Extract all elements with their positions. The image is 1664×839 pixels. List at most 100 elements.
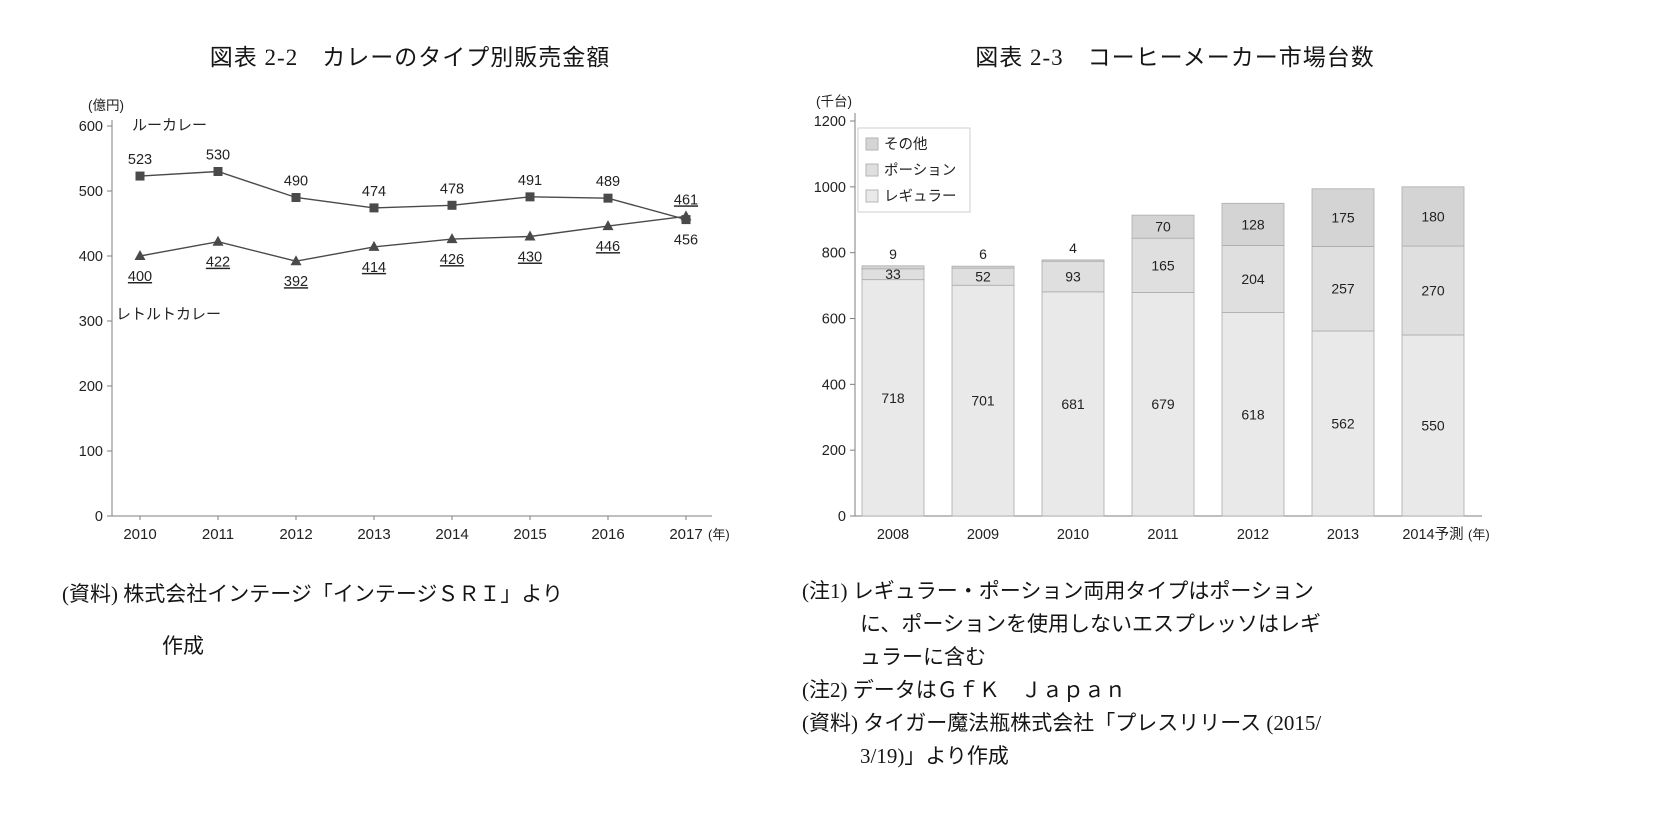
square-marker [603, 193, 613, 203]
left-chart-title: 図表 2-2 カレーのタイプ別販売金額 [209, 45, 611, 70]
y-axis-unit: (千台) [816, 94, 852, 109]
series-name-label: ルーカレー [132, 117, 207, 134]
value-label: 474 [362, 184, 386, 200]
series-line [139, 170, 687, 221]
note-line-1: (注1) レギュラー・ポーション両用タイプはポーション [802, 579, 1314, 603]
note-line-3: ュラーに含む [860, 645, 986, 669]
y-tick-label: 800 [822, 246, 846, 262]
bar-segment [861, 279, 925, 517]
value-label: 523 [128, 152, 152, 168]
value-label: 400 [128, 269, 152, 285]
value-label: 392 [284, 274, 308, 290]
x-tick-label: 2013 [357, 526, 390, 543]
y-tick-label: 300 [79, 314, 103, 330]
value-label: 422 [206, 255, 230, 271]
square-marker [369, 203, 379, 213]
value-label: 446 [596, 239, 620, 255]
legend-swatch [865, 163, 879, 177]
triangle-marker [212, 235, 224, 246]
x-tick-label: 2009 [967, 527, 999, 543]
x-tick-label: 2016 [591, 526, 624, 543]
series-line [139, 215, 687, 262]
y-tick-label: 0 [838, 509, 846, 525]
segment-value-label: 204 [1241, 271, 1265, 287]
bar-segment [1401, 245, 1465, 336]
triangle-marker [134, 250, 146, 260]
y-tick-label: 1200 [814, 114, 846, 130]
y-tick-label: 200 [822, 443, 846, 459]
triangle-marker [524, 230, 536, 241]
x-tick-label: 2017 [669, 526, 702, 543]
square-marker [135, 171, 145, 181]
note-line-6: 3/19)」より作成 [860, 744, 1009, 768]
bar-segment [951, 265, 1015, 269]
bar-segment [1131, 292, 1195, 517]
segment-value-label: 681 [1061, 396, 1085, 412]
square-marker [291, 193, 301, 202]
segment-value-label: 701 [971, 393, 995, 409]
segment-value-label: 4 [1069, 240, 1077, 256]
bar-segment [1311, 330, 1375, 517]
bar-segment [1221, 245, 1285, 313]
source-line-1: (資料) 株式会社インテージ「インテージＳＲＩ」より [62, 582, 563, 606]
segment-value-label: 718 [881, 390, 905, 406]
y-tick-label: 1000 [814, 180, 846, 196]
bar-segment [951, 284, 1015, 517]
triangle-marker [446, 233, 458, 244]
segment-value-label: 270 [1421, 283, 1445, 299]
note-line-2: に、ポーションを使用しないエスプレッソはレギ [860, 612, 1321, 636]
bar-segment [1401, 334, 1465, 517]
note-line-4: (注2) データはＧｆＫ Ｊａｐａｎ [802, 678, 1126, 702]
segment-value-label: 562 [1331, 416, 1355, 432]
series-name-label: レトルトカレー [116, 306, 221, 323]
legend-label: ポーション [884, 162, 956, 179]
value-label: 414 [362, 260, 386, 276]
bar-segment [1131, 237, 1195, 293]
coffee-maker-stacked-bar-chart: 0 200 400 600 800 1000 1200 2008 718 33 9 2009 701 52… [814, 94, 1490, 543]
square-marker [447, 200, 457, 210]
y-tick-label: 0 [95, 509, 103, 525]
x-tick-label: 2011 [202, 526, 234, 543]
bar-segment [1041, 291, 1105, 517]
x-tick-label: 2012 [1237, 527, 1269, 543]
segment-value-label: 679 [1151, 396, 1175, 412]
value-label: 456 [674, 233, 698, 249]
value-label: 426 [440, 252, 464, 268]
triangle-marker [680, 210, 692, 221]
left-chart-source: (資料) 株式会社インテージ「インテージＳＲＩ」より 作成 [62, 578, 563, 660]
legend-label: その他 [884, 136, 928, 153]
triangle-marker [602, 220, 614, 231]
x-tick-label: 2012 [279, 526, 312, 543]
x-tick-label: 2014予測 [1402, 526, 1463, 543]
y-axis-unit: (億円) [88, 98, 124, 113]
x-tick-label: 2013 [1327, 527, 1359, 543]
bar-segment [1221, 202, 1285, 246]
right-chart-title: 図表 2-3 コーヒーメーカー市場台数 [975, 45, 1375, 70]
x-tick-label: 2011 [1147, 527, 1178, 543]
curry-sales-line-chart: 0 100 200 300 400 500 600 2010 2011 2012 2013 2014 2… [79, 98, 730, 543]
x-tick-label: 2015 [513, 526, 546, 543]
x-tick-label: 2010 [123, 526, 156, 543]
segment-value-label: 70 [1155, 219, 1171, 235]
x-tick-label: 2014 [435, 526, 468, 543]
value-label: 461 [674, 192, 698, 208]
y-tick-label: 100 [79, 444, 103, 460]
y-tick-label: 600 [79, 119, 103, 135]
bar-segment [1311, 188, 1375, 247]
bar-segment [1041, 260, 1105, 293]
bar-segment [861, 265, 925, 270]
square-marker [213, 167, 223, 176]
value-label: 491 [518, 173, 542, 189]
x-tick-label: 2010 [1057, 527, 1089, 543]
value-label: 430 [518, 250, 542, 266]
legend-label: レギュラー [884, 188, 957, 205]
y-tick-label: 400 [79, 249, 103, 265]
segment-value-label: 618 [1241, 406, 1265, 422]
x-axis-unit: (年) [708, 527, 730, 542]
legend-swatch [865, 189, 879, 203]
note-line-5: (資料) タイガー魔法瓶株式会社「プレスリリース (2015/ [802, 711, 1322, 735]
segment-value-label: 33 [885, 266, 901, 282]
source-line-2: 作成 [162, 634, 204, 658]
segment-value-label: 257 [1331, 281, 1355, 297]
